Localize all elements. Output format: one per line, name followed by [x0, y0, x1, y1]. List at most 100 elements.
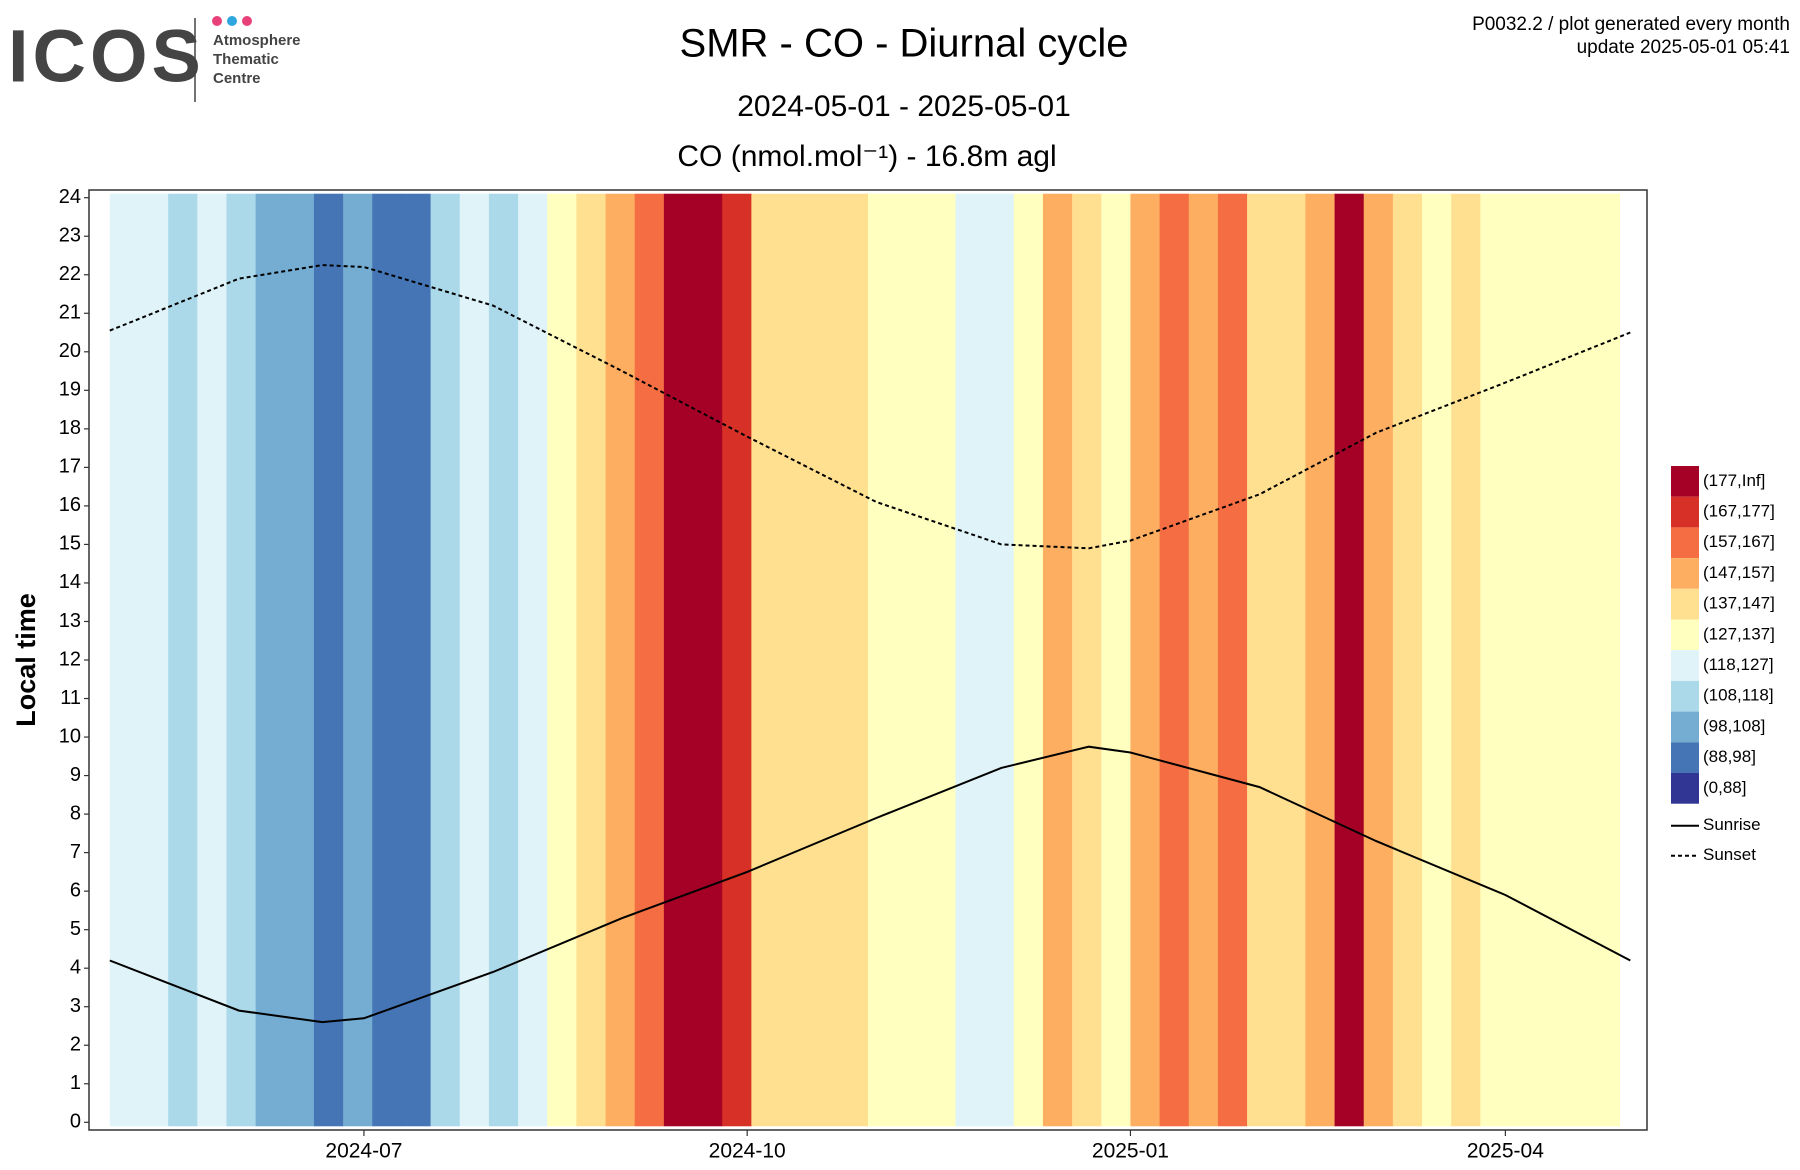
- heat-cell: [722, 193, 752, 1127]
- legend-label: (147,157]: [1703, 563, 1775, 582]
- legend-label: (88,98]: [1703, 747, 1756, 766]
- logo-text: Centre: [213, 70, 261, 87]
- legend-label: Sunset: [1703, 845, 1756, 864]
- legend-swatch: [1671, 619, 1699, 651]
- heat-cell: [1247, 193, 1277, 1127]
- y-tick-label: 15: [59, 533, 81, 555]
- heat-cell: [488, 193, 519, 1127]
- legend-swatch: [1671, 680, 1699, 712]
- heat-cell: [1567, 193, 1598, 1127]
- y-tick-label: 8: [70, 802, 81, 824]
- heat-cell: [1130, 193, 1161, 1127]
- y-tick-label: 5: [70, 918, 81, 940]
- heat-cell: [780, 193, 811, 1127]
- heat-cell: [518, 193, 548, 1127]
- sun-line: [109, 264, 1631, 550]
- y-tick-label: 24: [59, 186, 81, 208]
- legend-label: (177,Inf]: [1703, 471, 1765, 490]
- heat-cell: [1451, 193, 1481, 1127]
- legend-swatch: [1671, 742, 1699, 773]
- logo-dot: [227, 16, 237, 26]
- legend-label: (108,118]: [1703, 686, 1774, 705]
- legend-swatch: [1671, 527, 1699, 559]
- y-tick-label: 19: [59, 379, 81, 401]
- value-label: CO (nmol.mol⁻¹) - 16.8m agl: [677, 140, 1056, 173]
- y-tick-label: 14: [59, 571, 81, 593]
- y-tick-label: 3: [70, 995, 81, 1017]
- heat-cell: [1392, 193, 1423, 1127]
- x-tick-label: 2025-04: [1467, 1140, 1544, 1163]
- legend-label: (0,88]: [1703, 778, 1746, 797]
- heat-cell: [1042, 193, 1073, 1127]
- heat-cell: [634, 193, 665, 1127]
- legend-swatch: [1671, 650, 1699, 681]
- heat-cell: [372, 193, 402, 1127]
- y-tick-label: 17: [59, 456, 81, 478]
- legend-label: (157,167]: [1703, 532, 1775, 551]
- heat-cell: [1480, 193, 1511, 1127]
- x-tick-label: 2024-07: [325, 1140, 402, 1163]
- heat-cell: [1509, 193, 1540, 1127]
- y-tick-label: 1: [70, 1072, 81, 1094]
- y-tick-label: 0: [70, 1111, 81, 1133]
- heat-cell: [1072, 193, 1102, 1127]
- heat-cell: [1101, 193, 1131, 1127]
- y-tick-label: 20: [59, 340, 81, 362]
- heat-cell: [1305, 193, 1336, 1127]
- legend-label: (137,147]: [1703, 594, 1775, 613]
- legend-swatch: [1671, 466, 1699, 497]
- heat-cell: [138, 193, 169, 1127]
- legend-label: (118,127]: [1703, 655, 1774, 674]
- heat-cell: [576, 193, 607, 1127]
- heat-cell: [897, 193, 927, 1127]
- logo-text: Thematic: [213, 51, 279, 68]
- heat-cell: [1188, 193, 1219, 1127]
- heat-cell: [284, 193, 315, 1127]
- logo-dot: [242, 16, 252, 26]
- y-tick-label: 21: [59, 302, 81, 324]
- heat-cell: [926, 193, 956, 1127]
- legend-swatch: [1671, 588, 1699, 620]
- chart-subtitle: 2024-05-01 - 2025-05-01: [737, 90, 1071, 123]
- legend-label: (98,108]: [1703, 716, 1765, 735]
- y-tick-label: 2: [70, 1034, 81, 1056]
- x-tick-label: 2024-10: [709, 1140, 786, 1163]
- heat-cell: [401, 193, 432, 1127]
- heat-cell: [1363, 193, 1394, 1127]
- y-tick-label: 18: [59, 417, 81, 439]
- heat-cell: [1276, 193, 1306, 1127]
- heat-cell: [838, 193, 869, 1127]
- heat-cell: [1538, 193, 1569, 1127]
- heat-cell: [868, 193, 898, 1127]
- y-tick-label: 16: [59, 494, 81, 516]
- logo-text: Atmosphere: [213, 32, 301, 49]
- y-tick-label: 23: [59, 225, 81, 247]
- heat-cell: [1217, 193, 1248, 1127]
- heat-cell: [430, 193, 461, 1127]
- heat-cell: [226, 193, 257, 1127]
- heat-cell: [663, 193, 694, 1127]
- heat-cell: [984, 193, 1015, 1127]
- heat-cell: [459, 193, 490, 1127]
- heat-cell: [547, 193, 577, 1127]
- legend-label: Sunrise: [1703, 815, 1761, 834]
- sun-line: [109, 745, 1631, 1024]
- y-axis-title: Local time: [11, 593, 41, 727]
- info-text: update 2025-05-01 05:41: [1577, 37, 1790, 58]
- heat-cell: [693, 193, 723, 1127]
- heat-cell: [955, 193, 986, 1127]
- y-tick-label: 10: [59, 725, 81, 747]
- x-tick-label: 2025-01: [1092, 1140, 1169, 1163]
- heat-cell: [1159, 193, 1190, 1127]
- legend-swatch: [1671, 558, 1699, 589]
- heat-cell: [197, 193, 227, 1127]
- legend-label: (167,177]: [1703, 502, 1775, 521]
- heat-cell: [343, 193, 373, 1127]
- legend-swatch: [1671, 711, 1699, 743]
- y-tick-label: 11: [60, 687, 81, 709]
- y-tick-label: 13: [59, 610, 81, 632]
- heat-cell: [605, 193, 636, 1127]
- info-text: P0032.2 / plot generated every month: [1472, 14, 1790, 35]
- heat-cell: [1334, 193, 1365, 1127]
